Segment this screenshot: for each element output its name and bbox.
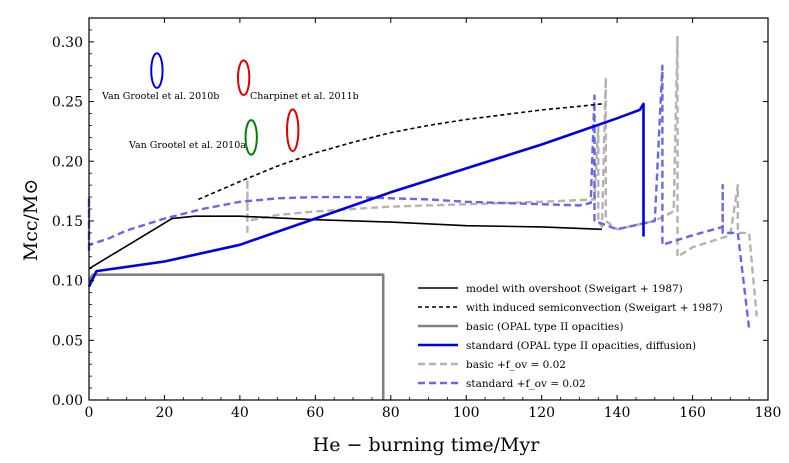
y-tick-label-4: 0.20 (52, 154, 83, 170)
annotation-label-0: Van Grootel et al. 2010b (101, 91, 219, 102)
legend: model with overshoot (Sweigart + 1987) w… (418, 283, 723, 390)
annotation-ellipse-0 (150, 52, 164, 89)
y-tick-label-0: 0.00 (52, 393, 83, 409)
annotation-label-1: Charpinet et al. 2011b (250, 91, 359, 102)
series-line-1 (198, 103, 603, 201)
series-line-3 (87, 102, 645, 288)
y-tick-label-1: 0.05 (52, 333, 83, 349)
y-tick-label-6: 0.30 (52, 35, 83, 51)
y-tick-label-2: 0.10 (52, 274, 83, 290)
x-tick-label-1: 20 (156, 405, 174, 421)
x-tick-label-0: 0 (85, 405, 94, 421)
x-tick-label-2: 40 (231, 405, 249, 421)
legend-label-2: basic (OPAL type II opacities) (466, 321, 624, 333)
x-tick-label-3: 60 (306, 405, 324, 421)
x-axis-title: He − burning time/Myr (313, 434, 541, 456)
data-series (87, 34, 758, 400)
annotation-ellipse-3 (286, 108, 300, 153)
legend-label-5: standard +f_ov = 0.02 (466, 378, 586, 390)
x-tick-label-5: 100 (453, 405, 480, 421)
series-line-4 (246, 34, 758, 317)
series-line-2 (87, 273, 385, 400)
x-axis: 0 20 40 60 80 100 120 140 160 180 (85, 18, 782, 421)
annotation-label-2: Van Grootel et al. 2010a (128, 140, 246, 151)
annotation-ellipse-2 (244, 119, 258, 156)
series-line-5 (87, 64, 751, 329)
y-axis: 0.00 0.05 0.10 0.15 0.20 0.25 0.30 (52, 29, 768, 409)
legend-label-1: with induced semiconvection (Sweigart + … (466, 302, 723, 314)
x-tick-label-9: 180 (755, 405, 782, 421)
legend-label-3: standard (OPAL type II opacities, diffus… (466, 340, 696, 352)
y-axis-title: Mcc/M⊙ (20, 179, 42, 262)
annotation-ellipses (150, 52, 300, 156)
x-tick-label-8: 160 (679, 405, 706, 421)
y-tick-label-3: 0.15 (52, 214, 83, 230)
x-tick-label-4: 80 (382, 405, 400, 421)
annotation-ellipse-1 (237, 59, 251, 96)
x-tick-label-6: 120 (528, 405, 555, 421)
legend-label-0: model with overshoot (Sweigart + 1987) (466, 283, 683, 295)
x-tick-label-7: 140 (604, 405, 631, 421)
legend-label-4: basic +f_ov = 0.02 (466, 359, 566, 371)
y-tick-label-5: 0.25 (52, 95, 83, 111)
